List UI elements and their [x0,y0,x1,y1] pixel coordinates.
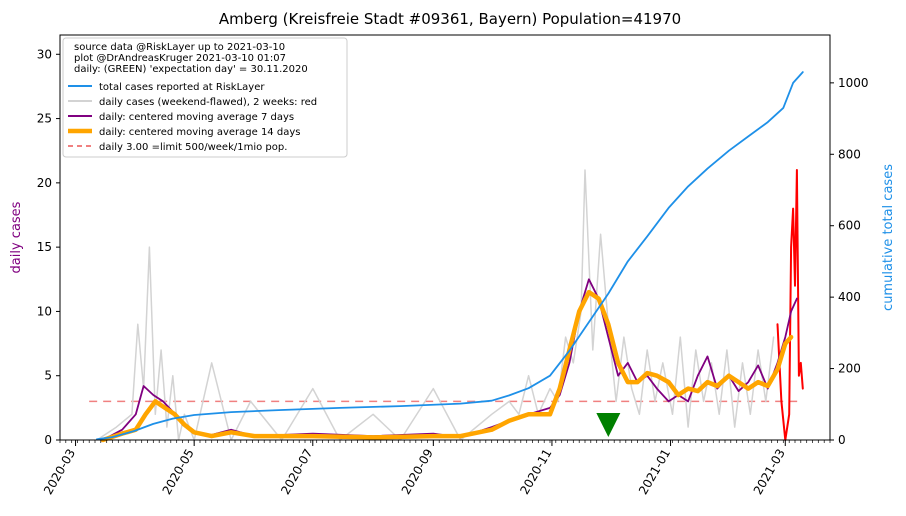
y-left-tick-label: 20 [37,176,52,190]
y-right-tick-label: 400 [838,290,861,304]
y-left-tick-label: 15 [37,240,52,254]
ma14-line [100,289,794,443]
expectation-day-marker [596,413,621,437]
series-layer [89,71,804,443]
legend-label-total: total cases reported at RiskLayer [99,82,265,93]
y-right-tick-label: 600 [838,219,861,233]
y-left-tick-label: 30 [37,47,52,61]
legend-label-limit: daily 3.00 =limit 500/week/1mio pop. [99,142,287,153]
y-right-tick-label: 200 [838,362,861,376]
y-left-tick-label: 5 [44,369,52,383]
y-right-tick-label: 0 [838,433,846,447]
y-left-tick-label: 0 [44,433,52,447]
total-cases-line [96,71,804,441]
legend: source data @RiskLayer up to 2021-03-10 … [62,37,348,158]
y-right-tick-label: 800 [838,147,861,161]
legend-label-ma7: daily: centered moving average 7 days [99,112,294,123]
daily-cases-line [96,169,775,441]
legend-label-ma14: daily: centered moving average 14 days [99,127,300,138]
y-axis-left-label: daily cases [9,201,24,273]
y-left-tick-label: 25 [37,112,52,126]
legend-label-daily: daily cases (weekend-flawed), 2 weeks: r… [99,97,317,108]
legend-header-line: plot @DrAndreasKruger 2021-03-10 01:07 [74,53,286,64]
chart-title: Amberg (Kreisfreie Stadt #09361, Bayern)… [219,10,681,28]
y-right-tick-label: 1000 [838,76,869,90]
legend-header-line: source data @RiskLayer up to 2021-03-10 [74,42,285,53]
legend-box [62,37,348,158]
x-minor-ticks [59,440,831,443]
legend-header-line: daily: (GREEN) 'expectation day' = 30.11… [74,64,308,75]
daily-cases-recent-line [776,169,804,441]
y-left-tick-label: 10 [37,304,52,318]
y-axis-right-label: cumulative total cases [881,164,896,311]
